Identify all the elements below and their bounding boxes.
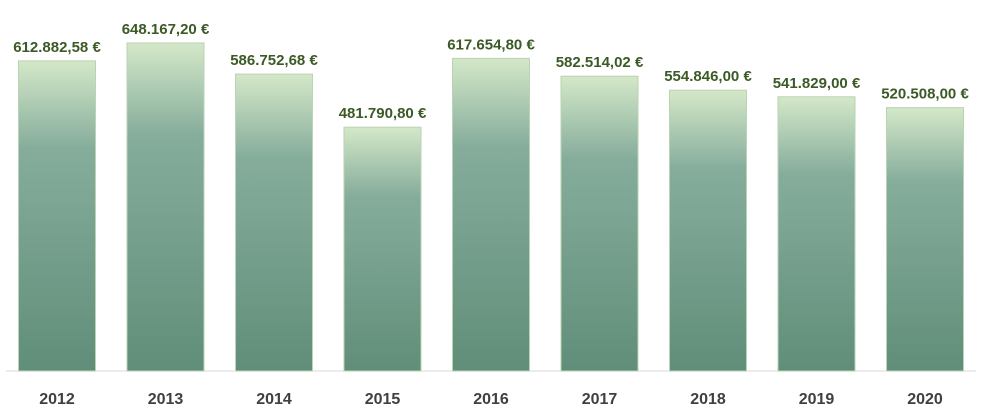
x-tick-label-2016: 2016 bbox=[473, 391, 509, 408]
bar-2015 bbox=[343, 126, 422, 372]
bar-2016 bbox=[452, 57, 530, 372]
data-label-2017: 582.514,02 € bbox=[556, 54, 644, 71]
data-label-2014: 586.752,68 € bbox=[230, 52, 318, 69]
data-label-2012: 612.882,58 € bbox=[13, 39, 101, 56]
x-tick-label-2017: 2017 bbox=[582, 391, 618, 408]
data-label-2013: 648.167,20 € bbox=[122, 21, 210, 38]
x-tick-labels-group: 2012 2013 2014 2015 2016 2017 2018 2019 2020 bbox=[39, 391, 943, 408]
x-tick-label-2015: 2015 bbox=[365, 391, 401, 408]
data-label-2019: 541.829,00 € bbox=[773, 75, 861, 92]
bar-2018 bbox=[669, 89, 747, 372]
bar-2017 bbox=[560, 75, 639, 372]
x-tick-label-2020: 2020 bbox=[907, 391, 943, 408]
bar-2014 bbox=[235, 73, 313, 372]
x-tick-label-2012: 2012 bbox=[39, 391, 75, 408]
bar-2012 bbox=[18, 60, 96, 372]
data-labels-group: 612.882,58 € 648.167,20 € 586.752,68 € 481.… bbox=[13, 21, 969, 122]
x-tick-label-2013: 2013 bbox=[148, 391, 184, 408]
bar-2013 bbox=[126, 42, 205, 372]
data-label-2016: 617.654,80 € bbox=[447, 36, 535, 53]
data-label-2015: 481.790,80 € bbox=[339, 105, 427, 122]
bar-2019 bbox=[777, 96, 856, 372]
bar-2020 bbox=[886, 107, 964, 372]
data-label-2020: 520.508,00 € bbox=[881, 86, 969, 103]
x-tick-label-2014: 2014 bbox=[256, 391, 292, 408]
x-tick-label-2018: 2018 bbox=[690, 391, 726, 408]
data-label-2018: 554.846,00 € bbox=[664, 68, 752, 85]
bars-group bbox=[18, 42, 964, 372]
x-tick-label-2019: 2019 bbox=[799, 391, 835, 408]
